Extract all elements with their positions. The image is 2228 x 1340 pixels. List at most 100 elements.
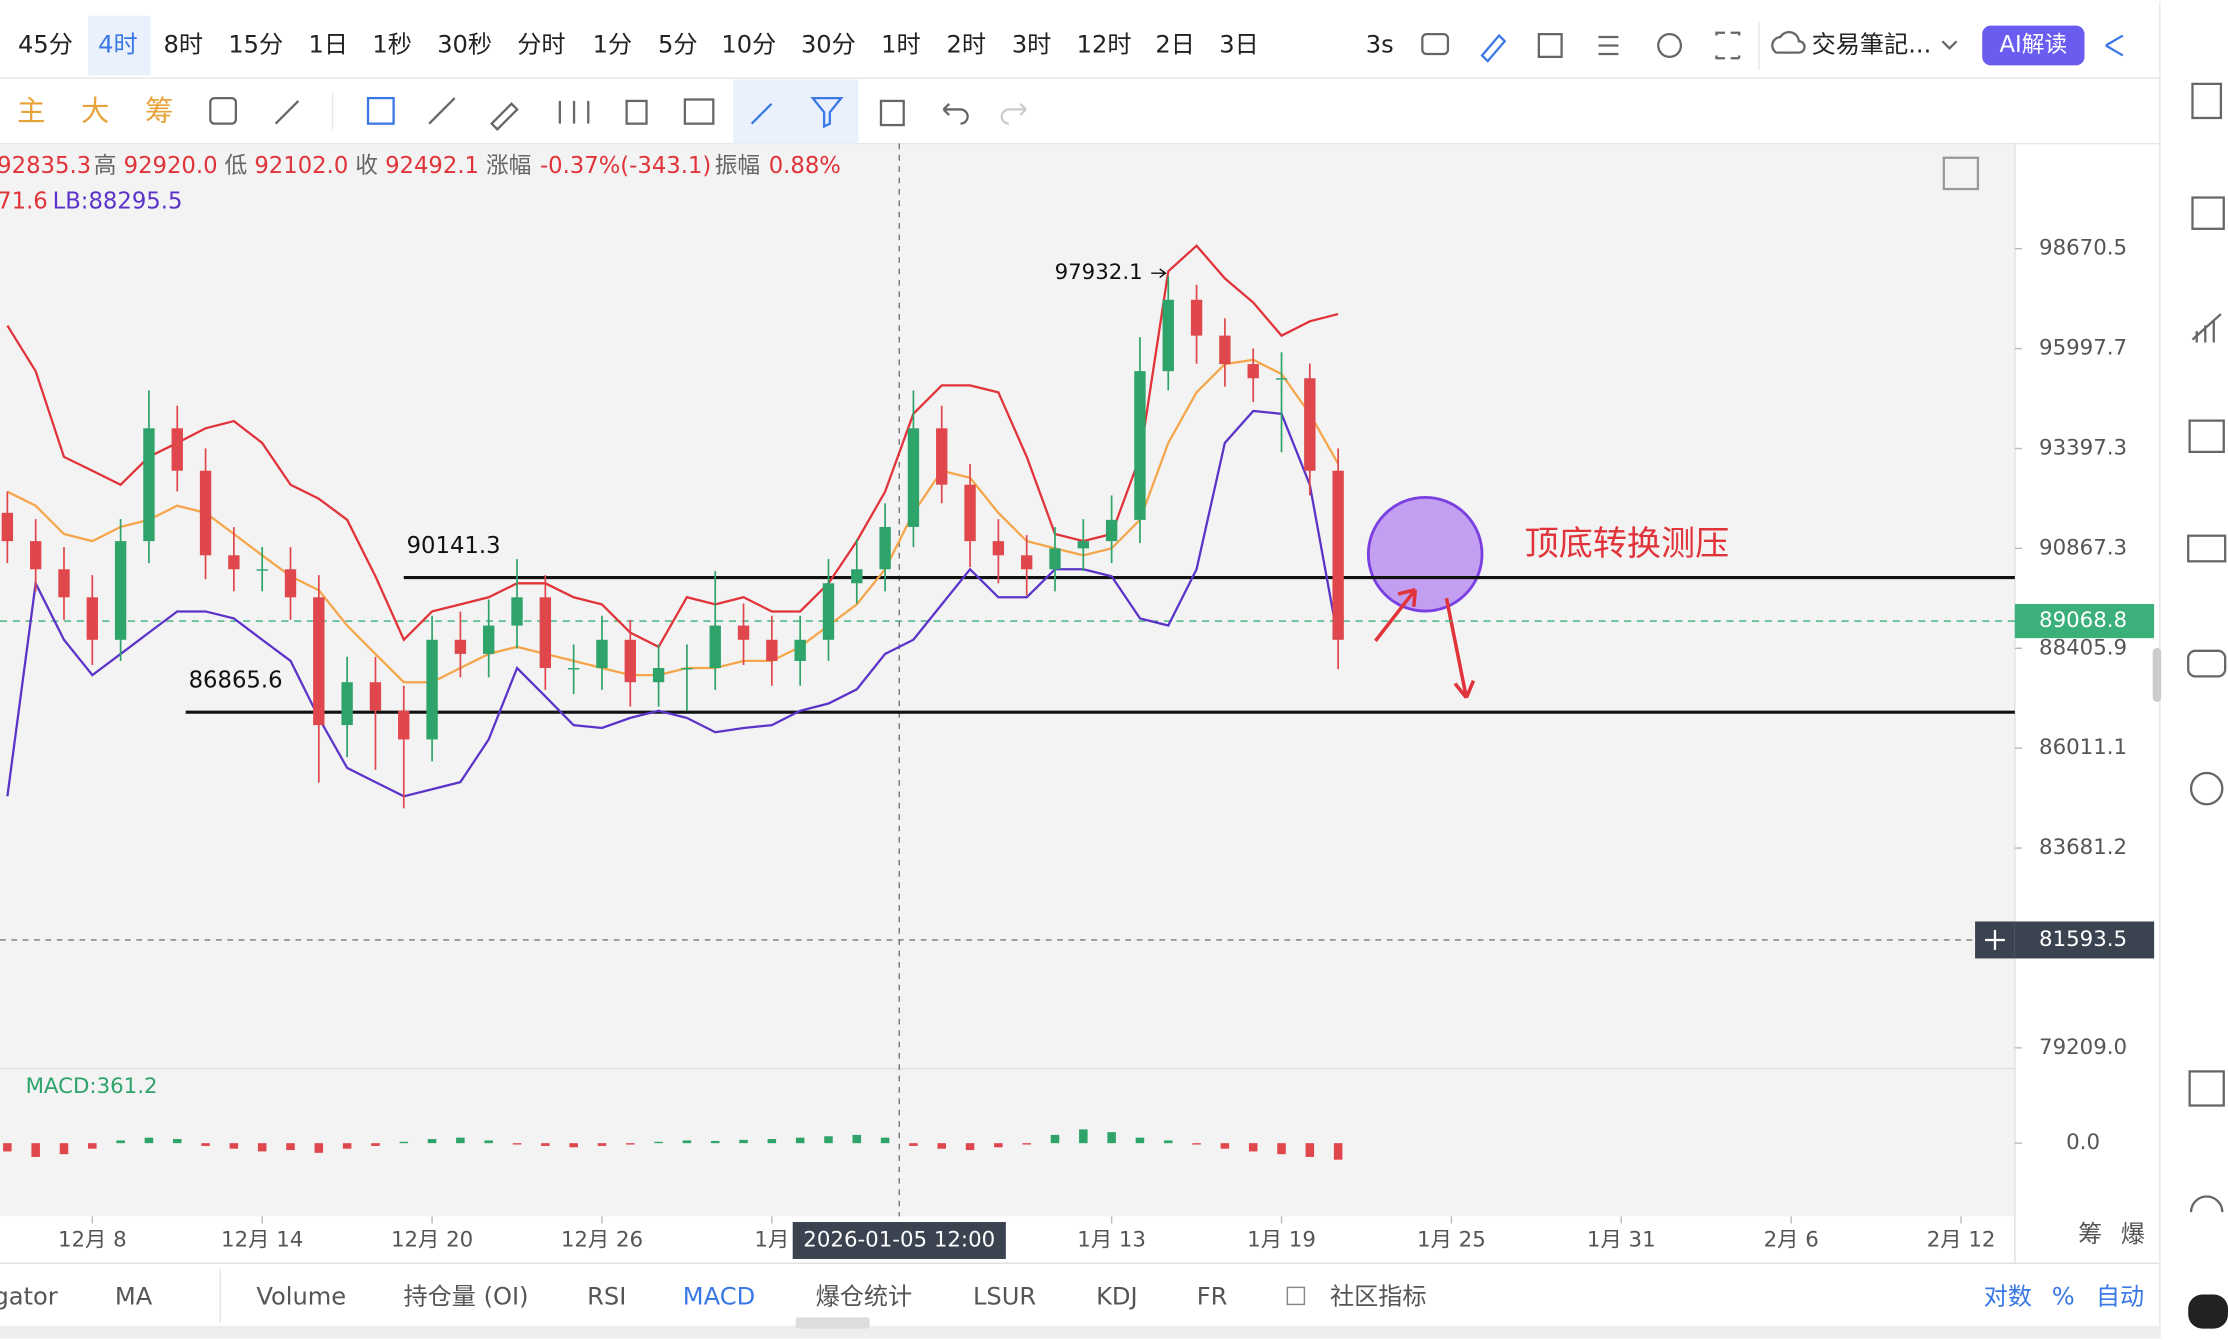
indicator-tab[interactable]: 社区指标 bbox=[1330, 1282, 1427, 1310]
expand-icon[interactable] bbox=[1942, 156, 1980, 191]
indicator-tab[interactable]: MA bbox=[115, 1282, 153, 1310]
indicator-tab[interactable]: gator bbox=[0, 1282, 58, 1310]
delete-icon[interactable] bbox=[879, 99, 905, 127]
timeframe[interactable]: 8时 bbox=[164, 31, 203, 59]
crosshair-price-tag bbox=[2014, 921, 2155, 959]
macd-bar bbox=[824, 1136, 833, 1144]
timeframe[interactable]: 12时 bbox=[1077, 31, 1132, 59]
indicator-tab[interactable]: KDJ bbox=[1096, 1282, 1138, 1310]
ai-button[interactable]: AI解读 bbox=[1999, 32, 2067, 58]
settings-icon[interactable] bbox=[1657, 33, 1683, 59]
sidebar-handle[interactable] bbox=[2152, 647, 2162, 702]
timeframe[interactable]: 3日 bbox=[1219, 31, 1259, 59]
axis-button[interactable]: 筹 bbox=[2078, 1220, 2102, 1248]
side-icon[interactable] bbox=[2187, 649, 2227, 678]
timeframe[interactable]: 15分 bbox=[228, 31, 283, 59]
indicator-tab[interactable]: RSI bbox=[587, 1282, 626, 1310]
y-tick-label: 93397.3 bbox=[2039, 435, 2127, 460]
side-icon[interactable] bbox=[2187, 534, 2227, 563]
axis-button[interactable]: 爆 bbox=[2121, 1220, 2145, 1248]
timeframe[interactable]: 1日 bbox=[308, 31, 347, 59]
indicator-tab[interactable]: 爆仓统计 bbox=[816, 1282, 913, 1310]
timeframe[interactable]: 4时 bbox=[98, 31, 138, 59]
y-tick-label: 79209.0 bbox=[2039, 1035, 2127, 1060]
side-icon[interactable] bbox=[2189, 1195, 2224, 1213]
undo-icon[interactable] bbox=[942, 102, 969, 125]
timeframe[interactable]: 2日 bbox=[1155, 31, 1195, 59]
notes-button[interactable]: 交易筆記... bbox=[1812, 31, 1932, 59]
redo-icon[interactable] bbox=[1000, 102, 1027, 125]
scale-option[interactable]: 自动 bbox=[2096, 1282, 2144, 1310]
scale-option[interactable]: % bbox=[2052, 1282, 2075, 1310]
side-icon[interactable] bbox=[2188, 1070, 2225, 1107]
timeframe[interactable]: 30秒 bbox=[437, 31, 492, 59]
side-icon[interactable] bbox=[2189, 771, 2224, 806]
macd-bar bbox=[1163, 1140, 1173, 1144]
candle-body bbox=[1, 512, 14, 542]
indicator-button[interactable]: 筹 bbox=[145, 94, 173, 127]
tool-icon[interactable] bbox=[428, 97, 456, 125]
timeframe[interactable]: 45分 bbox=[18, 31, 73, 59]
tool-icon[interactable] bbox=[750, 102, 773, 125]
panel-handle[interactable] bbox=[795, 1317, 870, 1329]
dropdown-arrow[interactable] bbox=[1941, 40, 1958, 50]
side-icon[interactable] bbox=[2191, 82, 2223, 120]
macd-bar bbox=[1107, 1132, 1116, 1144]
list-icon[interactable] bbox=[1598, 35, 1619, 56]
tab-icon[interactable] bbox=[1286, 1286, 1306, 1306]
indicator-button[interactable]: 主 bbox=[17, 94, 45, 127]
camera-icon[interactable] bbox=[1421, 33, 1450, 56]
indicator-tab[interactable]: Volume bbox=[256, 1282, 346, 1310]
tool-icon[interactable] bbox=[490, 102, 519, 131]
indicator-tab[interactable]: MACD bbox=[683, 1282, 755, 1310]
tool-icon[interactable] bbox=[625, 99, 648, 125]
indicator-button[interactable]: 大 bbox=[81, 94, 109, 127]
macd-bar bbox=[795, 1137, 805, 1144]
macd-bar bbox=[1192, 1143, 1201, 1145]
timeframe[interactable]: 30分 bbox=[801, 31, 856, 59]
candle-body bbox=[624, 639, 636, 683]
share-icon[interactable] bbox=[2105, 34, 2124, 57]
candle-body bbox=[1275, 378, 1288, 380]
side-icon[interactable] bbox=[2188, 419, 2225, 454]
macd-bar bbox=[937, 1143, 947, 1149]
refresh-rate[interactable]: 3s bbox=[1366, 31, 1394, 59]
fullscreen-icon[interactable] bbox=[1715, 31, 1741, 60]
timeframe[interactable]: 1分 bbox=[593, 31, 633, 59]
timeframe[interactable]: 分时 bbox=[517, 31, 565, 59]
timeframe[interactable]: 2时 bbox=[946, 31, 986, 59]
timeframe[interactable]: 1时 bbox=[881, 31, 921, 59]
scale-option[interactable]: 对数 bbox=[1984, 1282, 2032, 1310]
tool-icon[interactable] bbox=[274, 100, 300, 125]
indicator-tab[interactable]: FR bbox=[1197, 1282, 1228, 1310]
indicator-tab[interactable]: 持仓量 (OI) bbox=[404, 1282, 529, 1310]
filter-icon[interactable] bbox=[810, 96, 844, 129]
timeframe[interactable]: 3时 bbox=[1012, 31, 1052, 59]
tool-icon[interactable] bbox=[366, 96, 395, 125]
macd-bar bbox=[1305, 1143, 1315, 1157]
timeframe[interactable]: 5分 bbox=[658, 31, 698, 59]
timeframe[interactable]: 10分 bbox=[721, 31, 776, 59]
ai-button-bg[interactable] bbox=[1982, 25, 2085, 66]
layout-icon[interactable] bbox=[1537, 33, 1563, 59]
tool-icon[interactable] bbox=[683, 98, 715, 125]
candle-body bbox=[907, 428, 920, 527]
highlight-circle bbox=[1366, 495, 1484, 613]
tool-icon[interactable] bbox=[558, 100, 590, 124]
side-icon[interactable] bbox=[2191, 313, 2222, 343]
tool-icon[interactable] bbox=[209, 96, 238, 125]
x-tick-label: 2月 12 bbox=[1927, 1227, 1996, 1252]
macd-bar bbox=[852, 1134, 862, 1144]
timeframe[interactable]: 1秒 bbox=[372, 31, 412, 59]
candle-body bbox=[766, 639, 778, 661]
cloud-icon[interactable] bbox=[1771, 30, 1806, 54]
candle-body bbox=[737, 625, 750, 640]
candle-body bbox=[1049, 548, 1061, 570]
pen-icon[interactable] bbox=[1480, 33, 1507, 63]
macd-bar bbox=[88, 1143, 97, 1149]
indicator-tab[interactable]: LSUR bbox=[973, 1282, 1036, 1310]
macd-bar bbox=[342, 1143, 352, 1149]
side-icon[interactable] bbox=[2191, 196, 2225, 230]
candle-body bbox=[1134, 371, 1146, 520]
assistant-icon[interactable] bbox=[2188, 1294, 2228, 1329]
